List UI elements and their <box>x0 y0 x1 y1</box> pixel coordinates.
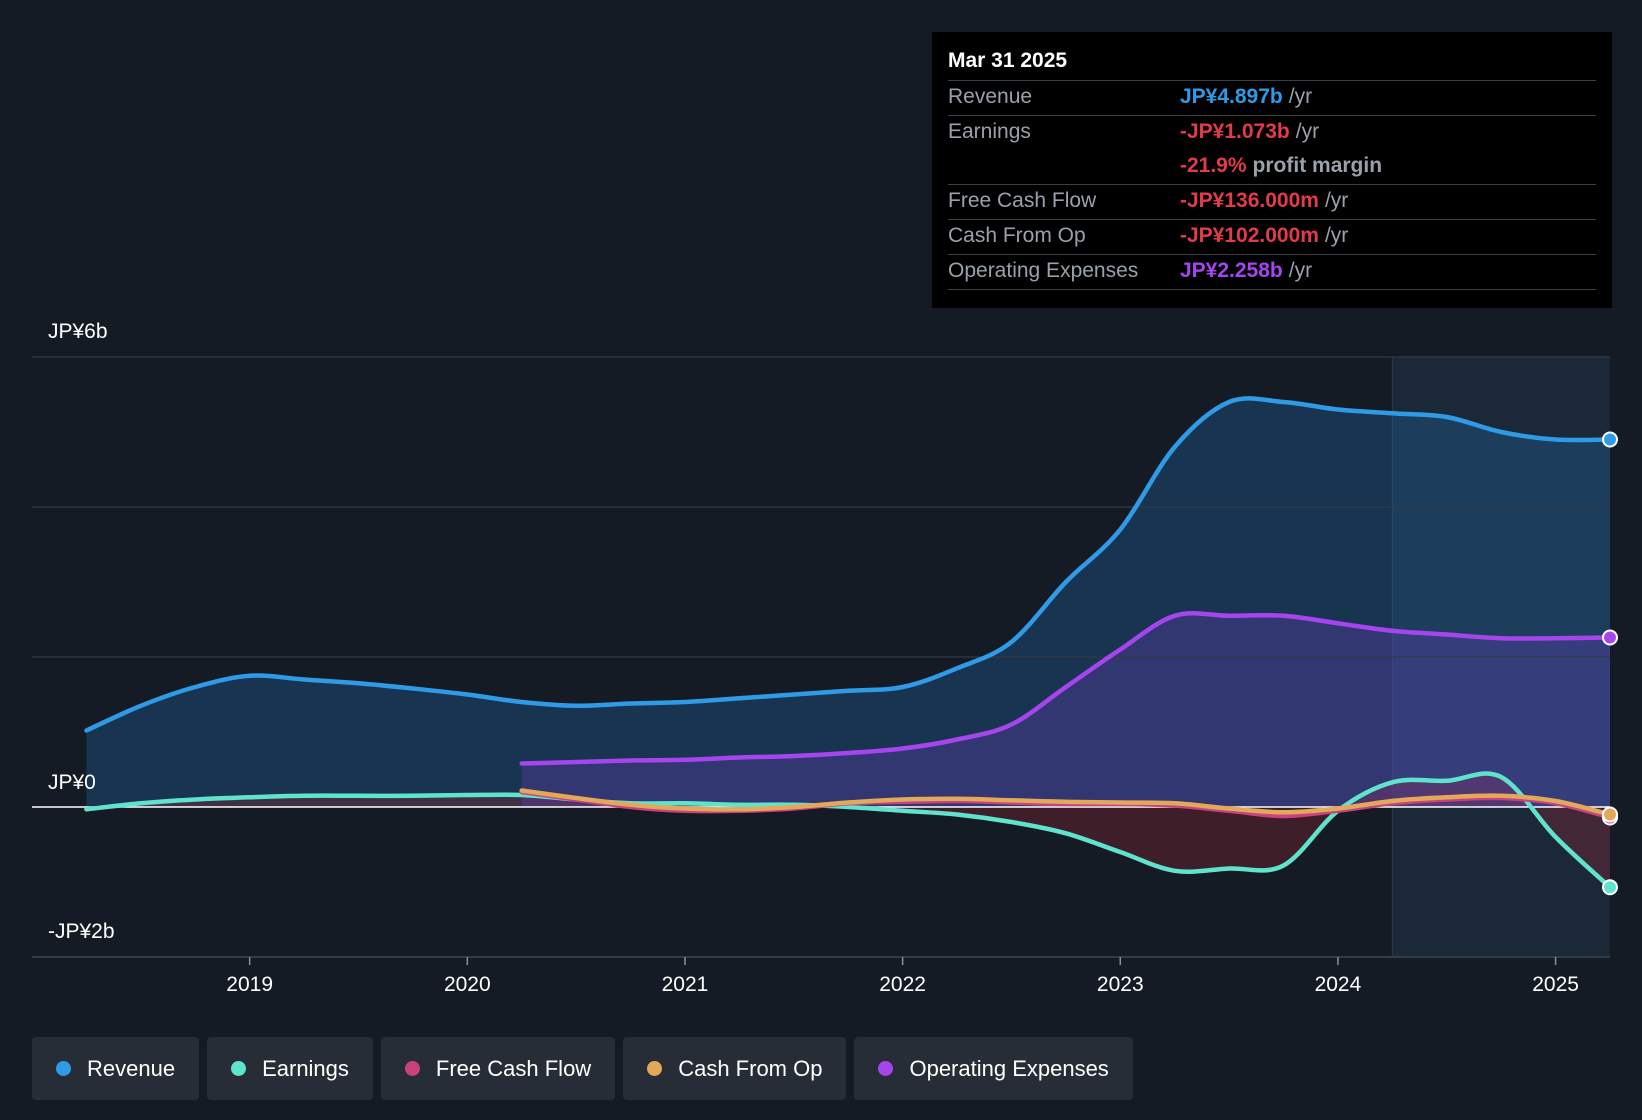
legend-item-earnings[interactable]: Earnings <box>207 1037 373 1100</box>
tooltip-label: Earnings <box>948 120 1031 143</box>
legend-label: Free Cash Flow <box>435 1055 592 1081</box>
tooltip-value: JP¥2.258b <box>1180 259 1283 282</box>
tooltip-row-earnings: Earnings -JP¥1.073b /yr <box>948 115 1596 150</box>
tooltip-label: Operating Expenses <box>948 259 1139 282</box>
tooltip-row-revenue: Revenue JP¥4.897b /yr <box>948 80 1596 115</box>
tooltip-row-opex: Operating Expenses JP¥2.258b /yr <box>948 254 1596 290</box>
x-tick-label: 2023 <box>1097 973 1144 996</box>
tooltip-unit: /yr <box>1288 85 1313 108</box>
legend-dot-icon <box>231 1061 247 1076</box>
tooltip-label: Revenue <box>948 85 1033 108</box>
area-revenue <box>86 398 1610 807</box>
end-marker-operating-expenses <box>1602 629 1618 646</box>
area-earnings <box>86 773 1610 888</box>
series-fills <box>86 357 1611 957</box>
tooltip-date: Mar 31 2025 <box>948 49 1068 72</box>
tooltip-label: Cash From Op <box>948 224 1086 247</box>
line-earnings <box>84 771 1613 890</box>
tooltip-unit: /yr <box>1288 259 1313 282</box>
tooltip-row-margin: -21.9% profit margin <box>948 150 1596 184</box>
tooltip-unit: /yr <box>1324 224 1349 247</box>
series-end-markers <box>1602 431 1618 896</box>
legend-dot-icon <box>647 1061 663 1076</box>
legend-item-cash-from-op[interactable]: Cash From Op <box>623 1037 847 1100</box>
end-marker-earnings <box>1602 879 1618 896</box>
tooltip-value: -JP¥136.000m <box>1180 189 1319 212</box>
tooltip-row-fcf: Free Cash Flow -JP¥136.000m /yr <box>948 184 1596 219</box>
tooltip-value: -JP¥102.000m <box>1180 224 1319 247</box>
legend: Revenue Earnings Free Cash Flow Cash Fro… <box>32 1037 1133 1100</box>
x-tick-label: 2020 <box>444 973 491 996</box>
legend-dot-icon <box>56 1061 71 1076</box>
x-axis-ticks: 2019 2020 2021 2022 2023 2024 2025 <box>226 957 1579 996</box>
tooltip-value: -21.9% <box>1180 154 1247 177</box>
legend-dot-icon <box>878 1061 894 1076</box>
series-lines <box>84 396 1613 890</box>
tooltip-label <box>948 150 1180 184</box>
y-label-zero: JP¥0 <box>48 771 96 794</box>
line-revenue <box>84 396 1613 733</box>
y-label-top: JP¥6b <box>48 320 108 343</box>
data-tooltip: Mar 31 2025 Revenue JP¥4.897b /yr Earnin… <box>932 32 1612 308</box>
legend-label: Operating Expenses <box>909 1055 1109 1081</box>
x-tick-label: 2021 <box>662 973 709 996</box>
x-tick-label: 2024 <box>1315 973 1362 996</box>
end-marker-revenue <box>1602 431 1618 448</box>
legend-label: Earnings <box>262 1055 349 1081</box>
legend-label: Revenue <box>87 1055 176 1081</box>
x-tick-label: 2019 <box>226 973 273 996</box>
line-cash-from-op <box>519 788 1613 817</box>
tooltip-unit: /yr <box>1295 120 1320 143</box>
tooltip-unit: profit margin <box>1252 154 1383 177</box>
legend-item-free-cash-flow[interactable]: Free Cash Flow <box>380 1037 616 1100</box>
tooltip-value: JP¥4.897b <box>1180 85 1283 108</box>
tooltip-row-cfo: Cash From Op -JP¥102.000m /yr <box>948 219 1596 254</box>
x-tick-label: 2025 <box>1532 973 1579 996</box>
area-operating-expenses <box>521 613 1611 807</box>
legend-dot-icon <box>404 1061 420 1076</box>
legend-item-revenue[interactable]: Revenue <box>32 1037 200 1100</box>
tooltip-unit: /yr <box>1324 189 1349 212</box>
line-operating-expenses <box>519 611 1613 766</box>
y-label-bottom: -JP¥2b <box>48 920 115 943</box>
x-tick-label: 2022 <box>879 973 926 996</box>
legend-label: Cash From Op <box>678 1055 823 1081</box>
tooltip-label: Free Cash Flow <box>948 189 1097 212</box>
end-marker-cash-from-op <box>1602 806 1618 823</box>
tooltip-value: -JP¥1.073b <box>1180 120 1290 143</box>
legend-item-operating-expenses[interactable]: Operating Expenses <box>854 1037 1133 1100</box>
